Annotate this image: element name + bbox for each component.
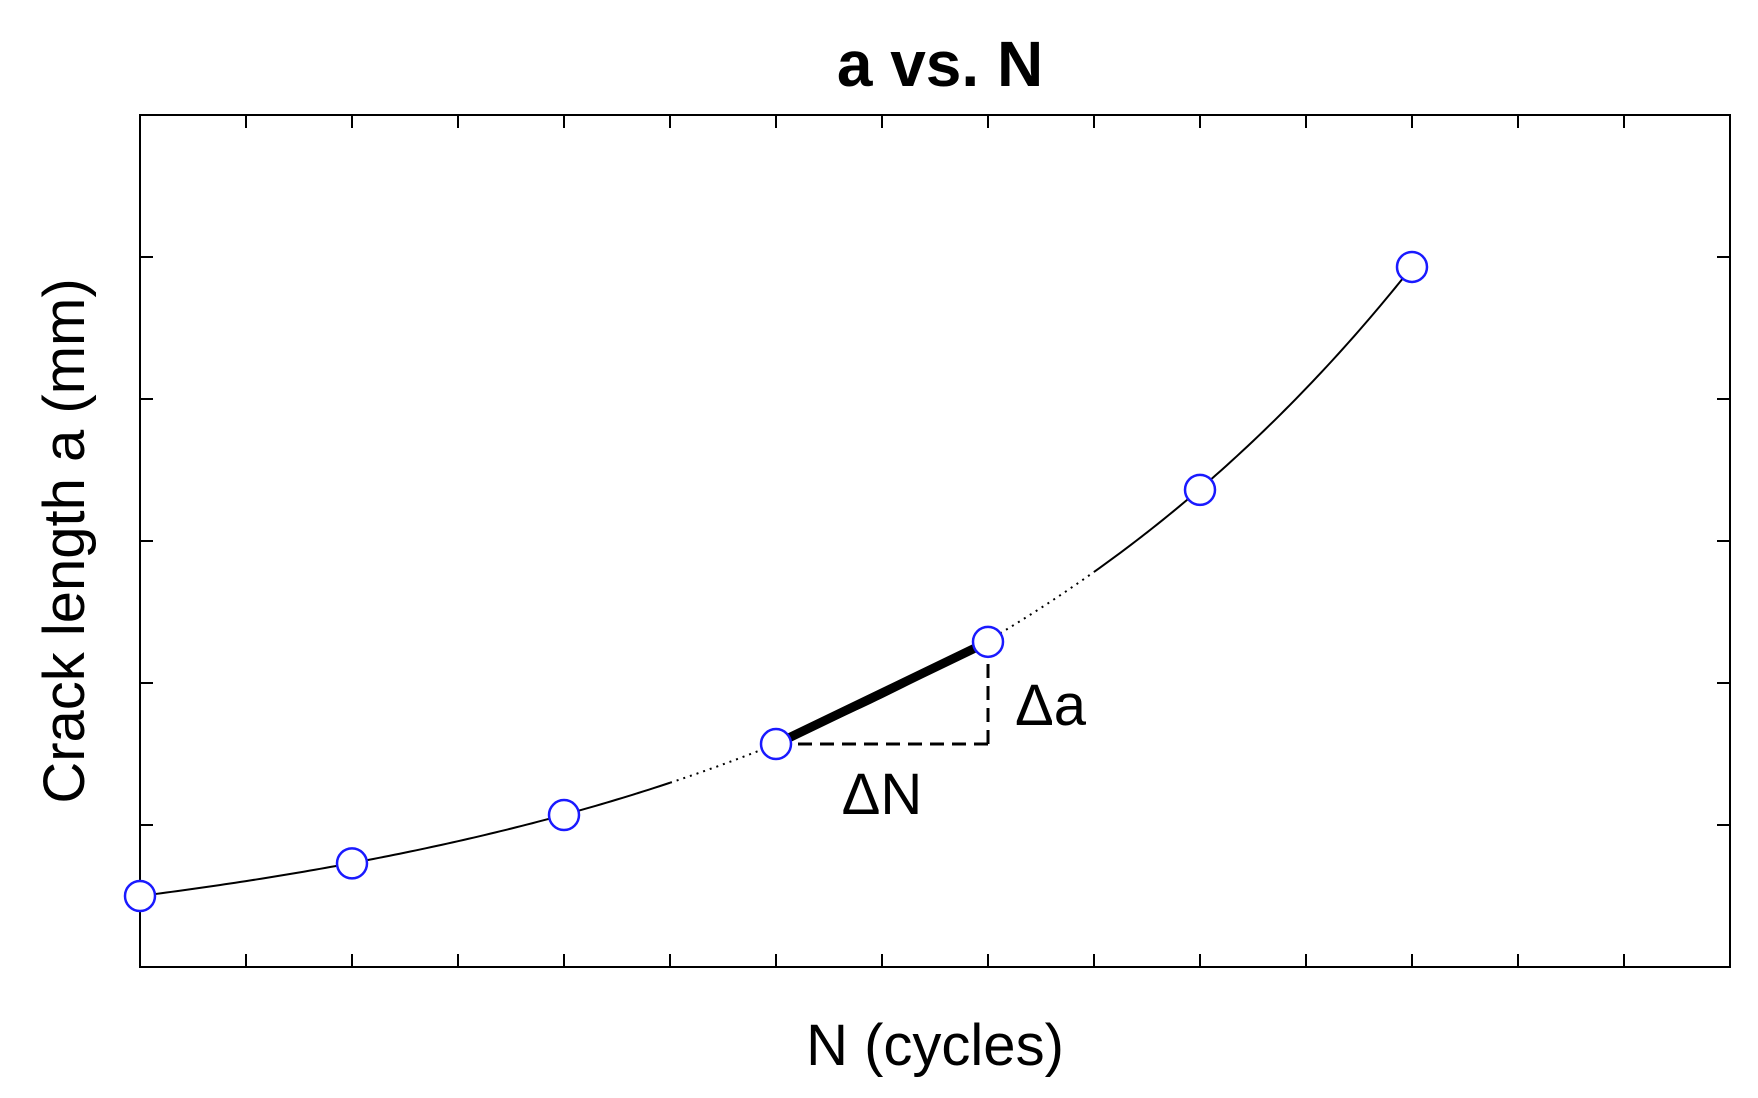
data-point-6 bbox=[1395, 250, 1429, 284]
data-point-3 bbox=[759, 727, 793, 761]
x-axis-label: N (cycles) bbox=[806, 1013, 1064, 1078]
data-point-0 bbox=[123, 879, 157, 913]
data-curve bbox=[139, 266, 1413, 897]
curve-segment-dotted-1 bbox=[669, 743, 777, 784]
data-markers bbox=[123, 250, 1429, 913]
plot-area-frame bbox=[139, 114, 1731, 968]
data-point-4 bbox=[971, 625, 1005, 659]
curve-segment-solid-4 bbox=[1093, 266, 1413, 573]
delta-annotation: ΔN Δa bbox=[771, 637, 1087, 827]
data-point-1 bbox=[335, 847, 369, 880]
delta-a-label: Δa bbox=[1015, 673, 1087, 738]
y-axis-label: Crack length a (mm) bbox=[32, 278, 97, 803]
data-point-5 bbox=[1183, 473, 1217, 507]
curve-segment-dotted-3 bbox=[987, 571, 1095, 642]
highlight-segment bbox=[771, 637, 993, 749]
axis-ticks bbox=[140, 115, 1730, 967]
curve-segment-solid-0 bbox=[139, 781, 671, 897]
data-point-2 bbox=[547, 798, 581, 832]
delta-n-label: ΔN bbox=[842, 762, 923, 827]
chart-title: a vs. N bbox=[837, 28, 1043, 100]
